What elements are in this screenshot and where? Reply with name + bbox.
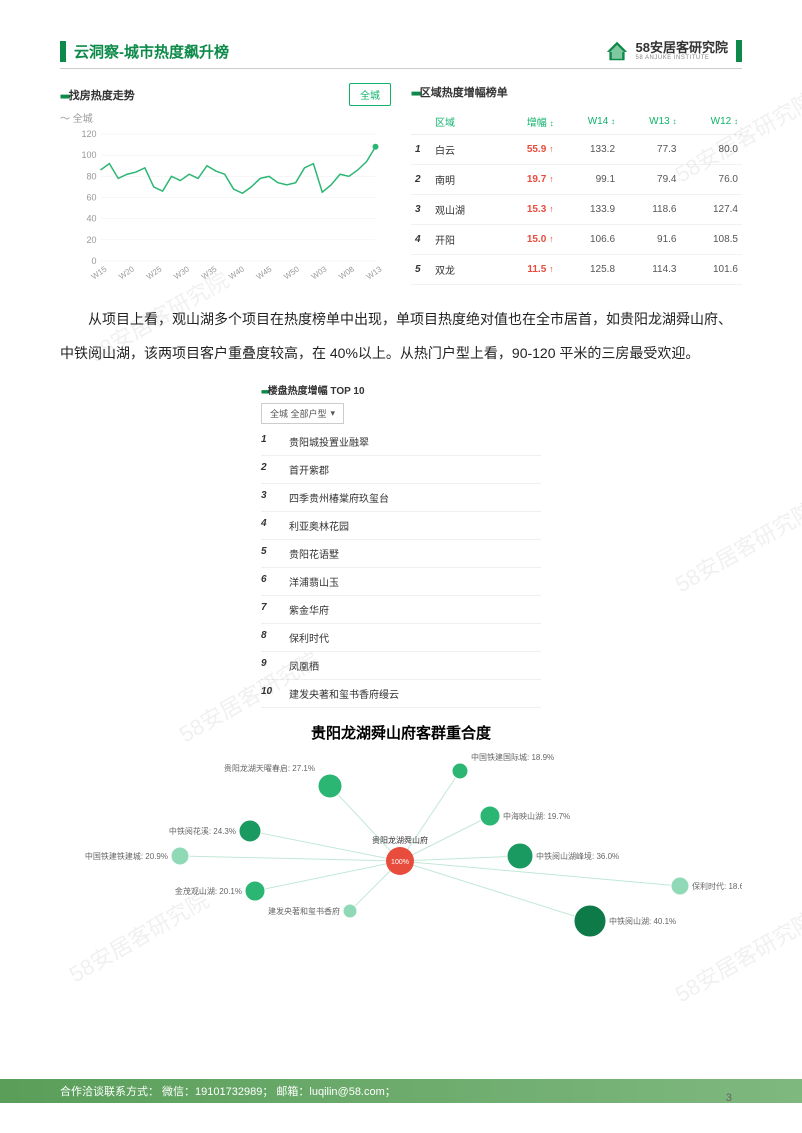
city-filter-button[interactable]: 全城: [349, 83, 391, 106]
svg-text:中铁阅花溪: 24.3%: 中铁阅花溪: 24.3%: [169, 826, 236, 836]
list-item: 9凤凰栖: [261, 652, 541, 680]
svg-text:60: 60: [86, 193, 96, 203]
page-header: 云洞察-城市热度飙升榜 58安居客研究院 58 ANJUKE INSTITUTE: [60, 40, 742, 69]
trend-line-chart: 0 20 40 60 80 100 120 W15 W20 W25 W30 W35 W40 W45 W50 W…: [60, 129, 391, 279]
rank-col-header[interactable]: [411, 109, 431, 135]
svg-text:贵阳龙湖舜山府: 贵阳龙湖舜山府: [372, 835, 428, 845]
rank-table-title: 区域热度增幅榜单: [411, 84, 508, 100]
list-item: 4利亚奥林花园: [261, 512, 541, 540]
svg-text:保利时代: 18.6%: 保利时代: 18.6%: [692, 881, 742, 891]
svg-text:20: 20: [86, 235, 96, 245]
analysis-paragraph: 从项目上看，观山湖多个项目在热度榜单中出现，单项目热度绝对值也在全市居首，如贵阳…: [60, 303, 742, 370]
svg-text:100%: 100%: [391, 859, 409, 866]
svg-text:40: 40: [86, 214, 96, 224]
list-item: 1贵阳城投置业融翠: [261, 428, 541, 456]
svg-text:W50: W50: [282, 264, 301, 279]
svg-text:W40: W40: [227, 264, 246, 279]
contact-bar: 合作洽谈联系方式： 微信：19101732989； 邮箱：luqilin@58.…: [0, 1079, 802, 1103]
overlap-network-chart: 中国铁建国际城: 18.9% 贵阳龙湖天曜春启: 27.1% 中海映山湖: 19.7…: [60, 751, 742, 951]
svg-text:贵阳龙湖天曜春启: 27.1%: 贵阳龙湖天曜春启: 27.1%: [224, 763, 315, 773]
svg-text:中国铁建铁建城: 20.9%: 中国铁建铁建城: 20.9%: [85, 851, 168, 861]
svg-text:W15: W15: [90, 264, 109, 279]
svg-text:W30: W30: [172, 264, 191, 279]
top10-list: 1贵阳城投置业融翠2首开紫郡3四季贵州椿棠府玖玺台4利亚奥林花园5贵阳花语墅6洋…: [261, 428, 541, 708]
rank-col-header[interactable]: 增幅 ↕: [497, 109, 557, 135]
list-item: 5贵阳花语墅: [261, 540, 541, 568]
svg-text:建发央著和玺书香府: 建发央著和玺书香府: [268, 906, 340, 916]
list-item: 3四季贵州椿棠府玖玺台: [261, 484, 541, 512]
list-item: 2首开紫郡: [261, 456, 541, 484]
brand-name: 58安居客研究院: [636, 41, 728, 55]
rank-col-header[interactable]: W14 ↕: [558, 109, 619, 135]
svg-text:W03: W03: [310, 264, 329, 279]
svg-text:中铁阅山湖峰境: 36.0%: 中铁阅山湖峰境: 36.0%: [536, 851, 619, 861]
table-row: 5 双龙 11.5 ↑ 125.8114.3101.6: [411, 255, 742, 285]
section-title: 云洞察-城市热度飙升榜: [74, 41, 229, 62]
svg-text:W45: W45: [255, 264, 274, 279]
table-row: 3 观山湖 15.3 ↑ 133.9118.6127.4: [411, 195, 742, 225]
svg-text:W25: W25: [145, 264, 164, 279]
rank-col-header[interactable]: 区域: [431, 109, 497, 135]
svg-text:120: 120: [81, 129, 96, 139]
rank-col-header[interactable]: W12 ↕: [681, 109, 743, 135]
list-item: 7紫金华府: [261, 596, 541, 624]
svg-text:100: 100: [81, 150, 96, 160]
page-footer: 合作洽谈联系方式： 微信：19101732989； 邮箱：luqilin@58.…: [0, 1079, 802, 1103]
list-item: 10建发央著和玺书香府缦云: [261, 680, 541, 708]
svg-text:W08: W08: [337, 264, 356, 279]
table-row: 4 开阳 15.0 ↑ 106.691.6108.5: [411, 225, 742, 255]
table-row: 2 南明 19.7 ↑ 99.179.476.0: [411, 165, 742, 195]
svg-text:中国铁建国际城: 18.9%: 中国铁建国际城: 18.9%: [471, 752, 554, 762]
svg-text:中铁阅山湖: 40.1%: 中铁阅山湖: 40.1%: [609, 916, 676, 926]
svg-text:W13: W13: [365, 264, 384, 279]
table-row: 1 白云 55.9 ↑ 133.277.380.0: [411, 135, 742, 165]
brand-sub: 58 ANJUKE INSTITUTE: [636, 55, 728, 61]
trend-chart-panel: 找房热度走势 全城 ～ 全城 0 20 40 60 80 100 120 W15 W20 W25 W…: [60, 83, 391, 285]
chevron-down-icon: ▾: [331, 408, 336, 419]
svg-text:金茂观山湖: 20.1%: 金茂观山湖: 20.1%: [175, 886, 242, 896]
watermark: 58安居客研究院: [668, 493, 802, 599]
network-title: 贵阳龙湖舜山府客群重合度: [60, 722, 742, 743]
svg-text:0: 0: [91, 256, 96, 266]
brand-logo-icon: [604, 40, 630, 62]
trend-chart-title: 找房热度走势: [60, 87, 135, 103]
svg-text:中海映山湖: 19.7%: 中海映山湖: 19.7%: [503, 811, 570, 821]
page-number: 3: [726, 1092, 732, 1104]
svg-text:W20: W20: [117, 264, 136, 279]
district-rank-table: 区域增幅 ↕W14 ↕W13 ↕W12 ↕ 1 白云 55.9 ↑ 133.27…: [411, 109, 742, 285]
top10-filter-label: 全城 全部户型: [270, 407, 327, 420]
list-item: 8保利时代: [261, 624, 541, 652]
header-left: 云洞察-城市热度飙升榜: [60, 41, 229, 62]
district-rank-panel: 区域热度增幅榜单 区域增幅 ↕W14 ↕W13 ↕W12 ↕ 1 白云 55.9…: [411, 83, 742, 285]
svg-text:80: 80: [86, 171, 96, 181]
rank-col-header[interactable]: W13 ↕: [619, 109, 680, 135]
svg-text:W35: W35: [200, 264, 219, 279]
top10-title: 楼盘热度增幅 TOP 10: [261, 382, 541, 397]
trend-legend: ～ 全城: [60, 110, 391, 125]
header-brand: 58安居客研究院 58 ANJUKE INSTITUTE: [604, 40, 742, 62]
top10-filter-dropdown[interactable]: 全城 全部户型 ▾: [261, 403, 344, 424]
top10-panel: 楼盘热度增幅 TOP 10 全城 全部户型 ▾ 1贵阳城投置业融翠2首开紫郡3四…: [261, 382, 541, 708]
list-item: 6洋浦翡山玉: [261, 568, 541, 596]
